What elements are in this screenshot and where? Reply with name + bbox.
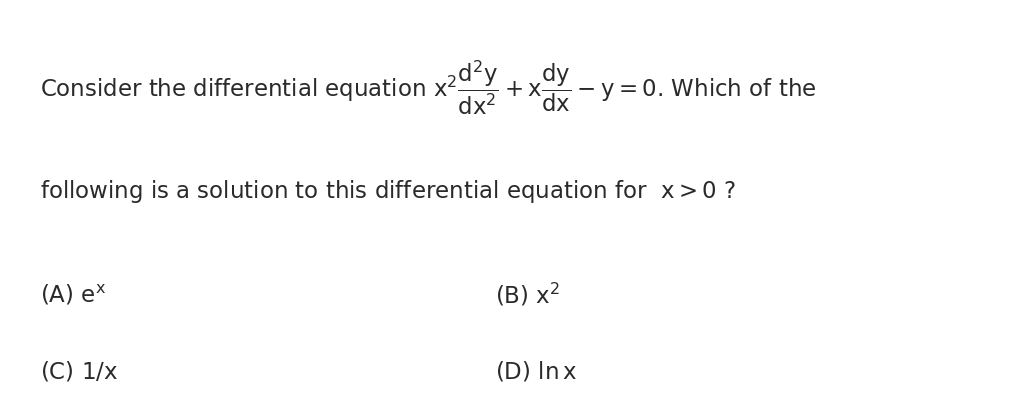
- Text: (D) $\ln \mathrm{x}$: (D) $\ln \mathrm{x}$: [495, 359, 577, 383]
- Text: (C) $1/\mathrm{x}$: (C) $1/\mathrm{x}$: [40, 359, 118, 383]
- Text: Consider the differential equation $\mathrm{x}^2\dfrac{\mathrm{d}^2\mathrm{y}}{\: Consider the differential equation $\mat…: [40, 59, 817, 117]
- Text: (A) $\mathrm{e}^{\mathrm{x}}$: (A) $\mathrm{e}^{\mathrm{x}}$: [40, 283, 106, 307]
- Text: (B) $\mathrm{x}^2$: (B) $\mathrm{x}^2$: [495, 282, 560, 309]
- Text: following is a solution to this differential equation for  $\mathrm{x}>0$ ?: following is a solution to this differen…: [40, 178, 736, 205]
